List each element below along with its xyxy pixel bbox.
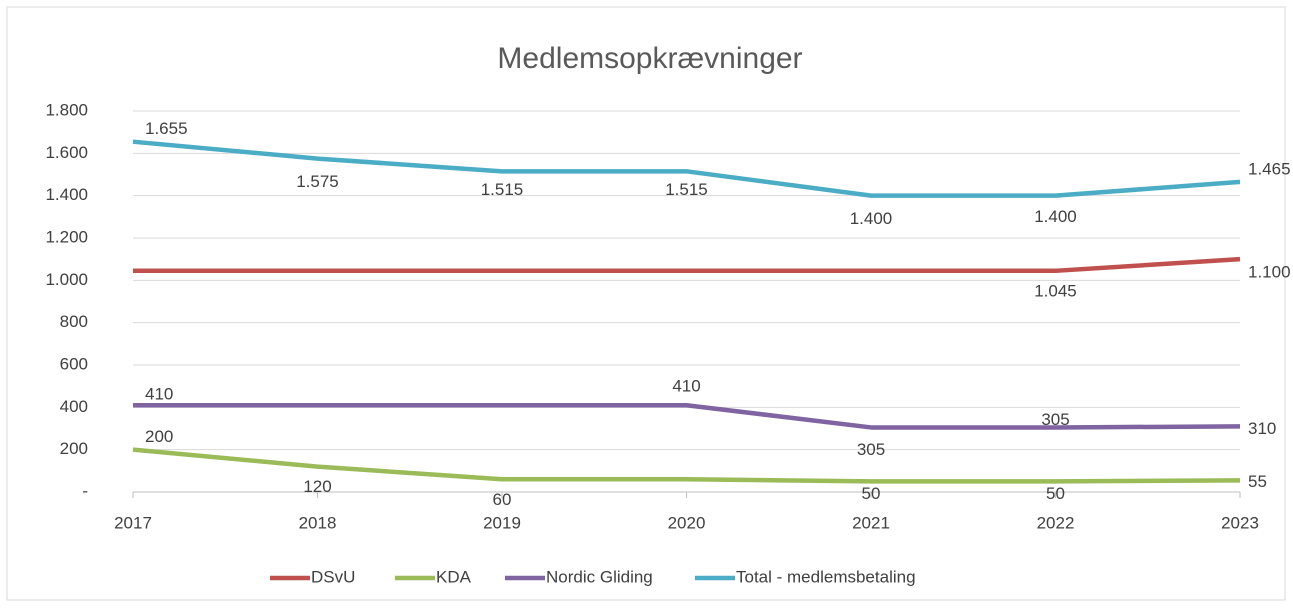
- data-label: 200: [145, 427, 173, 446]
- data-label: 50: [1046, 484, 1065, 503]
- data-label: 310: [1248, 419, 1276, 438]
- series-line: [132, 139, 1241, 198]
- data-label: 1.465: [1248, 159, 1291, 178]
- y-tick-label: 600: [60, 354, 88, 373]
- data-label: 1.575: [296, 172, 339, 191]
- y-tick-label: 1.200: [45, 227, 88, 246]
- data-label: 1.400: [1034, 207, 1077, 226]
- legend-label: DSvU: [311, 567, 355, 586]
- y-tick-label: 200: [60, 439, 88, 458]
- y-tick-label: 400: [60, 397, 88, 416]
- data-label: 305: [857, 440, 885, 459]
- series-line: [133, 256, 1241, 274]
- y-tick-label: 1.800: [45, 100, 88, 119]
- data-label: 1.515: [665, 180, 708, 199]
- x-tick-label: 2018: [299, 513, 337, 532]
- data-label: 55: [1248, 472, 1267, 491]
- legend-label: Total - medlemsbetaling: [736, 567, 916, 586]
- series-line: [132, 447, 1241, 484]
- legend-label: KDA: [436, 567, 472, 586]
- data-label: 50: [862, 484, 881, 503]
- x-tick-label: 2022: [1037, 513, 1075, 532]
- x-tick-label: 2021: [852, 513, 890, 532]
- y-tick-label: 1.600: [45, 143, 88, 162]
- y-tick-label: 1.400: [45, 185, 88, 204]
- data-label: 1.100: [1248, 263, 1291, 282]
- data-label: 1.045: [1034, 281, 1077, 300]
- y-tick-label: 800: [60, 312, 88, 331]
- data-label: 60: [493, 490, 512, 509]
- data-label: 1.515: [481, 180, 524, 199]
- y-tick-label: 1.000: [45, 270, 88, 289]
- y-tick-label: -: [82, 481, 88, 500]
- chart-border: [6, 6, 1286, 601]
- x-tick-label: 2023: [1221, 513, 1259, 532]
- x-tick-label: 2019: [483, 513, 521, 532]
- data-label: 120: [303, 477, 331, 496]
- data-label: 1.655: [145, 119, 188, 138]
- chart-title: Medlemsopkrævninger: [497, 42, 802, 75]
- x-tick-label: 2020: [668, 513, 706, 532]
- x-tick-label: 2017: [114, 513, 152, 532]
- legend-label: Nordic Gliding: [546, 567, 653, 586]
- data-label: 410: [672, 377, 700, 396]
- series-line: [133, 402, 1241, 430]
- data-label: 305: [1041, 410, 1069, 429]
- data-label: 1.400: [850, 209, 893, 228]
- data-label: 410: [145, 385, 173, 404]
